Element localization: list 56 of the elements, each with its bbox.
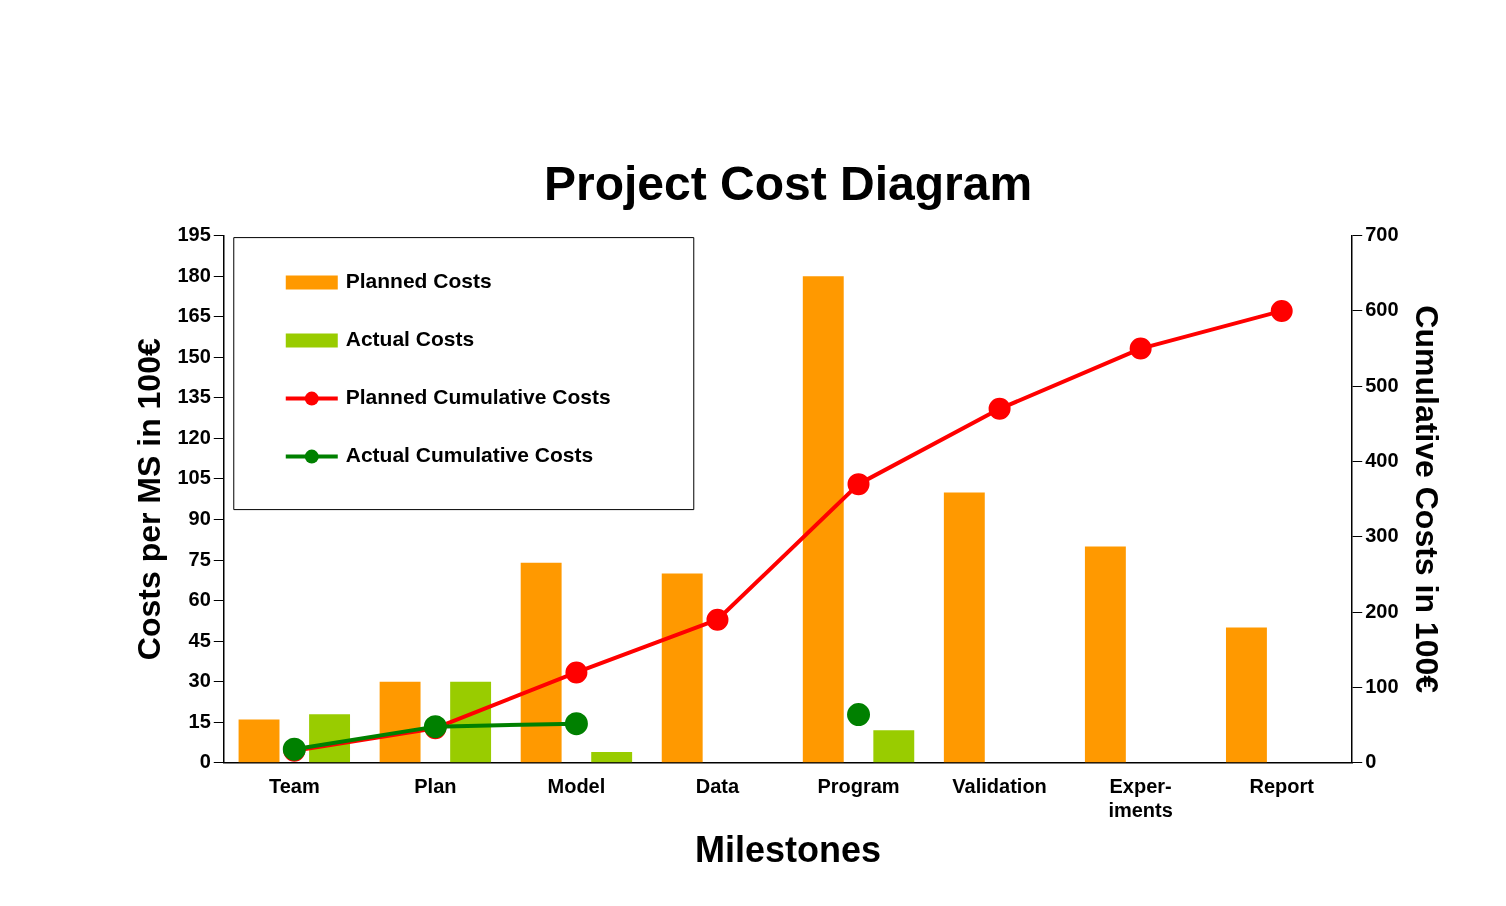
point <box>1270 299 1293 322</box>
bar <box>943 492 985 763</box>
x-tick-label: Exper- iments <box>1108 775 1173 822</box>
x-tick-label: Data <box>695 775 741 798</box>
bar <box>520 562 562 763</box>
point <box>565 661 588 684</box>
point <box>706 608 729 631</box>
y-tick-label: 120 <box>177 425 211 448</box>
x-tick-label: Validation <box>952 775 1047 798</box>
bar <box>238 719 280 763</box>
x-tick-label: Plan <box>414 775 457 798</box>
bar <box>591 751 633 763</box>
x-tick-label: Program <box>817 775 900 798</box>
y-tick-label: 180 <box>177 263 211 286</box>
legend-label: Planned Costs <box>345 269 492 293</box>
y-tick-label: 135 <box>177 385 211 408</box>
y2-tick-label: 300 <box>1365 524 1399 547</box>
y-tick-label: 150 <box>177 344 211 367</box>
x-tick-label: Report <box>1249 775 1315 798</box>
bar <box>1225 627 1267 763</box>
y-tick-label: 0 <box>199 750 211 773</box>
y2-tick-label: 500 <box>1365 373 1399 396</box>
bar <box>379 681 421 763</box>
y-tick-label: 60 <box>188 588 211 611</box>
y-tick-label: 105 <box>177 466 211 489</box>
bar <box>661 573 703 763</box>
point <box>564 712 588 736</box>
bar <box>873 730 915 763</box>
bar <box>1084 546 1126 763</box>
y2-tick-label: 400 <box>1365 449 1399 472</box>
y-tick-label: 45 <box>188 628 211 651</box>
y2-tick-label: 0 <box>1365 750 1377 773</box>
legend-label: Actual Costs <box>345 327 475 351</box>
y2-axis-title: Cumulative Costs in 100€ <box>1408 305 1445 694</box>
y2-tick-label: 700 <box>1365 223 1399 246</box>
y-tick-label: 30 <box>188 669 211 692</box>
y-tick-label: 75 <box>188 547 211 570</box>
x-tick-label: Team <box>268 775 320 798</box>
point <box>1129 337 1152 360</box>
y2-tick-label: 200 <box>1365 599 1399 622</box>
legend-label: Planned Cumulative Costs <box>345 385 611 409</box>
y-tick-label: 165 <box>177 304 211 327</box>
y-tick-label: 195 <box>177 223 211 246</box>
point <box>847 473 870 496</box>
bar <box>802 276 844 763</box>
y-tick-label: 90 <box>188 506 211 529</box>
y2-tick-label: 600 <box>1365 298 1399 321</box>
legend-label: Actual Cumulative Costs <box>345 443 594 467</box>
chart-title: Project Cost Diagram <box>543 157 1033 211</box>
point <box>988 397 1011 420</box>
y-tick-label: 15 <box>188 709 211 732</box>
point <box>847 703 871 727</box>
x-tick-label: Model <box>547 775 606 798</box>
x-axis-title: Milestones <box>694 829 882 871</box>
y2-tick-label: 100 <box>1365 675 1399 697</box>
y-axis-title: Costs per MS in 100€ <box>131 338 168 661</box>
